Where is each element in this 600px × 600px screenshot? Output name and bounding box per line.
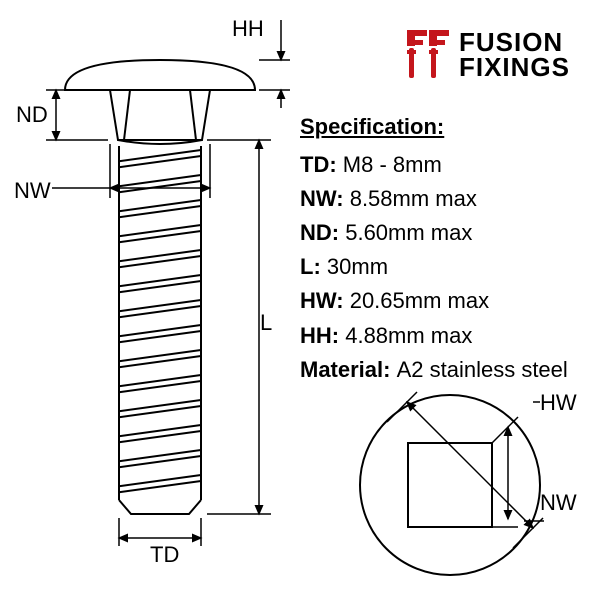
spec-value: M8 - 8mm: [343, 152, 442, 177]
brand-line2: FIXINGS: [459, 55, 570, 80]
diagram-canvas: FUSION FIXINGS Specification: TD: M8 - 8…: [0, 0, 600, 600]
spec-key: L:: [300, 254, 327, 279]
spec-value: 8.58mm max: [350, 186, 477, 211]
label-nw: NW: [14, 178, 51, 204]
spec-row: ND: 5.60mm max: [300, 216, 580, 250]
spec-value: A2 stainless steel: [397, 357, 568, 382]
label-hh: HH: [232, 16, 264, 42]
spec-key: HH:: [300, 323, 345, 348]
brand-logo: FUSION FIXINGS: [405, 30, 570, 80]
spec-block: Specification: TD: M8 - 8mmNW: 8.58mm ma…: [300, 110, 580, 387]
brand-icon: [405, 30, 451, 80]
spec-key: Material:: [300, 357, 397, 382]
spec-value: 5.60mm max: [345, 220, 472, 245]
label-hw: HW: [540, 390, 577, 416]
label-nd: ND: [16, 102, 48, 128]
label-td: TD: [150, 542, 179, 568]
spec-rows: TD: M8 - 8mmNW: 8.58mm maxND: 5.60mm max…: [300, 148, 580, 387]
spec-key: ND:: [300, 220, 345, 245]
spec-row: NW: 8.58mm max: [300, 182, 580, 216]
spec-row: HH: 4.88mm max: [300, 319, 580, 353]
label-nw2: NW: [540, 490, 577, 516]
spec-value: 4.88mm max: [345, 323, 472, 348]
spec-row: L: 30mm: [300, 250, 580, 284]
spec-value: 30mm: [327, 254, 388, 279]
spec-key: HW:: [300, 288, 350, 313]
brand-text: FUSION FIXINGS: [459, 30, 570, 79]
spec-key: TD:: [300, 152, 343, 177]
side-view: [10, 10, 290, 570]
spec-row: HW: 20.65mm max: [300, 284, 580, 318]
spec-title: Specification:: [300, 110, 580, 144]
spec-row: TD: M8 - 8mm: [300, 148, 580, 182]
spec-value: 20.65mm max: [350, 288, 489, 313]
spec-key: NW:: [300, 186, 350, 211]
label-l: L: [260, 310, 272, 336]
